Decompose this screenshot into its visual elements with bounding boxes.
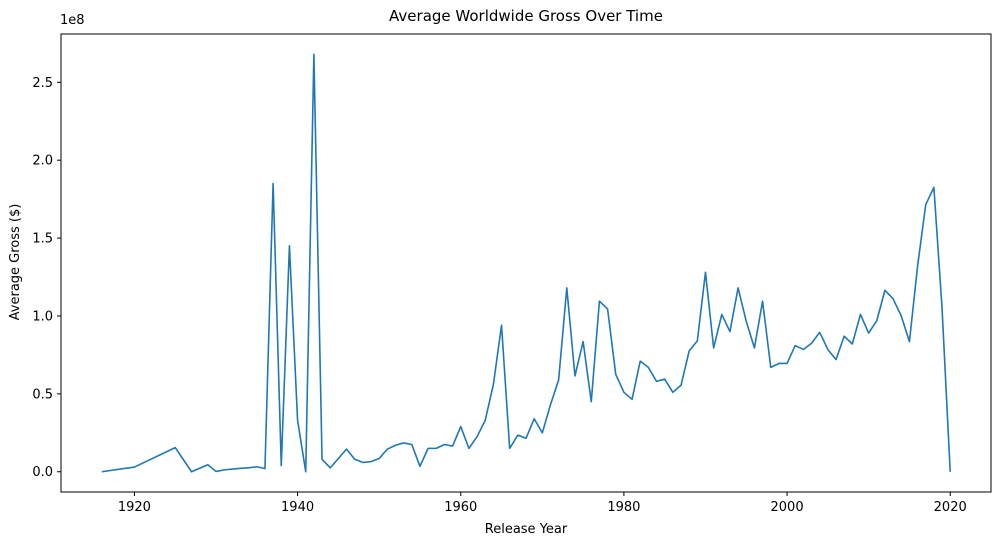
y-tick-label: 0.5 (32, 387, 53, 402)
x-tick-label: 1920 (118, 500, 151, 515)
x-tick-label: 1960 (444, 500, 477, 515)
x-axis-label: Release Year (485, 522, 568, 537)
chart-title: Average Worldwide Gross Over Time (389, 7, 663, 25)
plot-area (101, 53, 952, 473)
x-tick-label: 2020 (934, 500, 967, 515)
y-axis-offset-text: 1e8 (60, 13, 85, 28)
series-line-0 (101, 53, 952, 473)
axes-frame (60, 33, 992, 493)
x-tick-label: 1980 (607, 500, 640, 515)
y-tick-label: 2.0 (32, 154, 53, 169)
y-tick-label: 0.0 (32, 465, 53, 480)
y-tick-label: 1.0 (32, 309, 53, 324)
y-axis-label: Average Gross ($) (8, 204, 23, 321)
x-tick-label: 2000 (771, 500, 804, 515)
x-tick-label: 1940 (281, 500, 314, 515)
y-tick-label: 2.5 (32, 76, 53, 91)
y-tick-label: 1.5 (32, 232, 53, 247)
axes: 1920 1940 1960 1980 2000 2020 0.0 0.5 1.0 1.5 2.0 2… (32, 33, 992, 515)
